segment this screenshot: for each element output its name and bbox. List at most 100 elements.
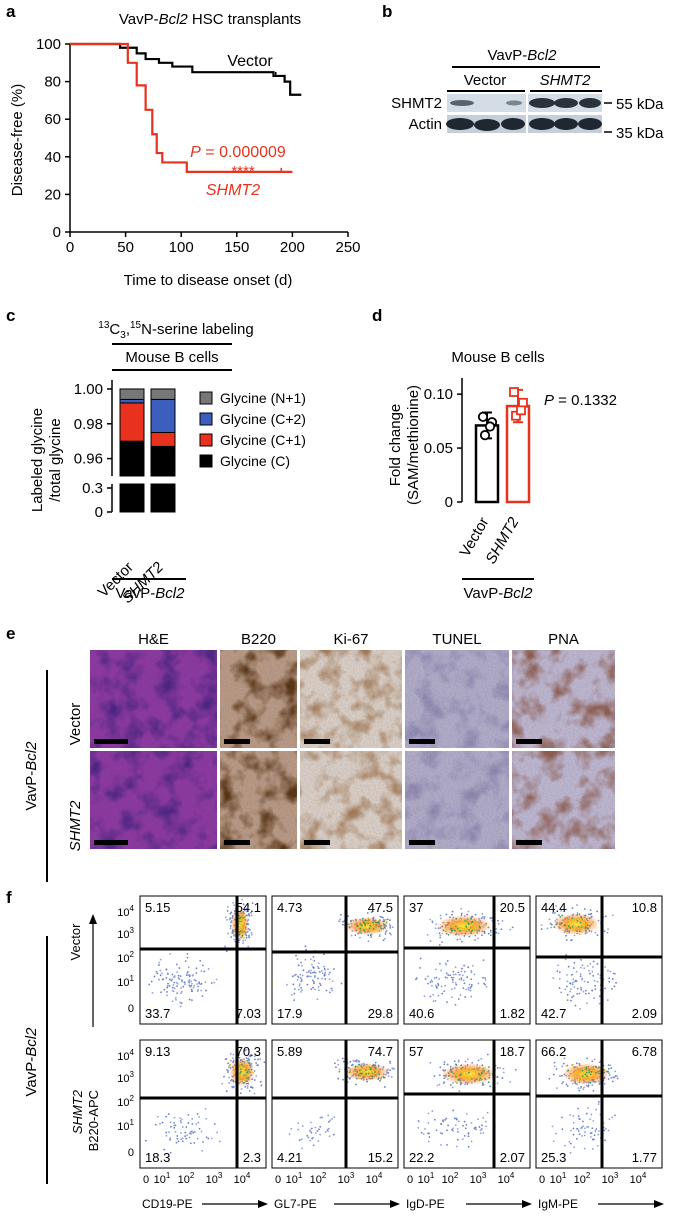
flow-event [328,1120,330,1123]
flow-event [371,1075,374,1078]
flow-event [315,1132,317,1134]
flow-event [309,958,312,961]
flow-event [368,927,371,930]
flow-event [198,1116,200,1118]
flow-event [166,985,169,987]
flow-event [383,1086,386,1088]
flow-event [173,981,176,984]
flow-event [501,920,504,922]
flow-event [198,1127,201,1130]
flow-event [555,904,557,907]
flow-event [246,1077,249,1080]
flow-event [225,950,228,953]
flow-event [583,1127,586,1130]
flow-event [480,1057,483,1060]
flow-event [163,988,166,991]
flow-event [379,915,382,918]
flow-event [360,931,363,933]
flow-event [200,989,203,992]
flow-event [213,981,216,984]
flow-event [460,940,463,943]
blot-band [554,118,578,130]
flow-event [173,987,176,990]
flow-event [293,974,296,977]
flow-quadrant-value: 18.7 [500,1044,525,1059]
flow-event [194,979,197,982]
flow-event [216,1131,219,1134]
flow-event [354,1068,357,1071]
flow-event [324,971,327,974]
flow-event [180,1138,183,1141]
flow-event [454,1003,457,1006]
flow-x-tick-label: 103 [338,1171,355,1186]
flow-event [239,1074,242,1077]
flow-event [484,978,487,981]
flow-event [465,1073,467,1075]
blot-band [474,119,500,131]
flow-event [452,1130,454,1132]
flow-event [577,1072,580,1075]
flow-event [158,964,160,966]
flow-event [179,1119,182,1122]
flow-event [514,1068,517,1071]
flow-event [559,915,562,918]
flow-event [191,1122,194,1125]
flow-event [187,1113,190,1116]
flow-event [245,936,248,939]
flow-event [241,918,244,921]
flow-event [473,1127,476,1130]
flow-event [441,1132,443,1135]
flow-event [484,1120,487,1123]
flow-event [323,965,326,968]
flow-event [564,958,567,961]
flow-event [590,1073,592,1076]
flow-event [450,996,453,999]
flow-event [174,1130,177,1133]
flow-event [232,901,235,904]
flow-event [439,1144,442,1146]
flow-event [187,1122,190,1124]
flow-event [180,992,182,995]
flow-event [310,969,313,972]
flow-event [161,972,163,975]
scale-bar [409,840,435,845]
flow-event [446,1078,449,1081]
flow-event [566,1085,569,1087]
flow-event [241,934,244,937]
flow-event [464,918,467,921]
flow-event [584,926,587,929]
sam-data-point [479,430,491,441]
flow-event [337,1063,340,1066]
flow-event [307,975,309,978]
flow-event [251,1086,254,1089]
flow-event [204,981,207,983]
flow-event [322,953,325,956]
flow-event [377,930,380,932]
flow-event [349,1071,352,1074]
flow-event [511,926,514,929]
flow-event [192,986,195,989]
flow-event [583,1147,586,1150]
flow-density [437,915,491,937]
flow-event [584,1073,587,1076]
flow-quadrant-value: 6.78 [632,1044,657,1059]
flow-event [318,1128,320,1131]
flow-event [594,931,597,934]
flow-event [478,1073,480,1075]
flow-event [330,987,333,990]
survival-x-tick-label: 100 [169,239,194,256]
flow-event [571,983,574,986]
flow-event [380,927,383,930]
flow-event [457,1079,460,1081]
flow-event [443,990,446,993]
flow-event [486,1071,488,1074]
flow-event [298,988,300,991]
flow-event [319,984,322,987]
flow-event [195,972,198,974]
flow-event [475,1078,478,1081]
flow-event [589,1118,592,1121]
flow-event [576,913,579,916]
flow-event [466,1073,469,1076]
flow-event [301,964,303,967]
flow-event [439,917,442,920]
